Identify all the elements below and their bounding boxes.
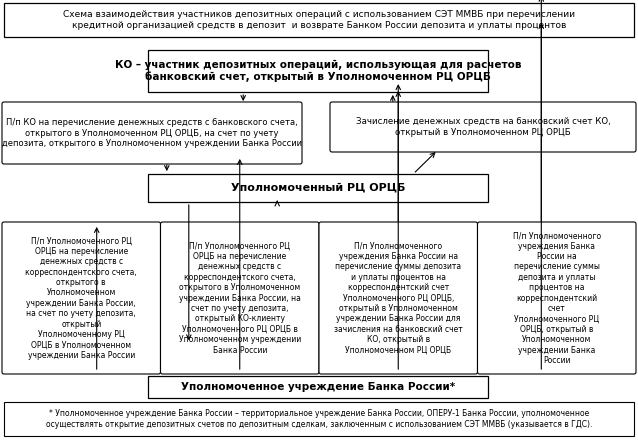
Bar <box>148 50 488 92</box>
Bar <box>148 174 488 202</box>
Text: П/п КО на перечисление денежных средств с банковского счета,
открытого в Уполном: П/п КО на перечисление денежных средств … <box>2 118 302 148</box>
Text: П/п Уполномоченного
учреждения Банка
России на
перечисление суммы
депозита и упл: П/п Уполномоченного учреждения Банка Рос… <box>513 231 601 365</box>
FancyBboxPatch shape <box>161 222 319 374</box>
Text: Уполномоченное учреждение Банка России*: Уполномоченное учреждение Банка России* <box>181 382 455 392</box>
FancyBboxPatch shape <box>319 222 477 374</box>
Text: Схема взаимодействия участников депозитных операций с использованием СЭТ ММВБ пр: Схема взаимодействия участников депозитн… <box>63 10 575 30</box>
Bar <box>148 376 488 398</box>
Bar <box>4 402 634 436</box>
Text: П/п Уполномоченного РЦ
ОРЦБ на перечисление
денежных средств с
корреспондентског: П/п Уполномоченного РЦ ОРЦБ на перечисле… <box>179 242 301 355</box>
FancyBboxPatch shape <box>330 102 636 152</box>
Bar <box>4 3 634 37</box>
FancyBboxPatch shape <box>477 222 636 374</box>
Text: Уполномоченный РЦ ОРЦБ: Уполномоченный РЦ ОРЦБ <box>231 183 405 193</box>
Text: Зачисление денежных средств на банковский счет КО,
открытый в Уполномоченном РЦ : Зачисление денежных средств на банковски… <box>355 117 611 137</box>
FancyBboxPatch shape <box>2 102 302 164</box>
Text: * Уполномоченное учреждение Банка России – территориальное учреждение Банка Росс: * Уполномоченное учреждение Банка России… <box>46 409 592 429</box>
Text: КО – участник депозитных операций, использующая для расчетов
банковский счет, от: КО – участник депозитных операций, испол… <box>115 60 521 82</box>
Text: П/п Уполномоченного РЦ
ОРЦБ на перечисление
денежных средств с
корреспондентског: П/п Уполномоченного РЦ ОРЦБ на перечисле… <box>26 236 137 360</box>
Text: П/п Уполномоченного
учреждения Банка России на
перечисление суммы депозита
и упл: П/п Уполномоченного учреждения Банка Рос… <box>334 242 463 355</box>
FancyBboxPatch shape <box>2 222 161 374</box>
